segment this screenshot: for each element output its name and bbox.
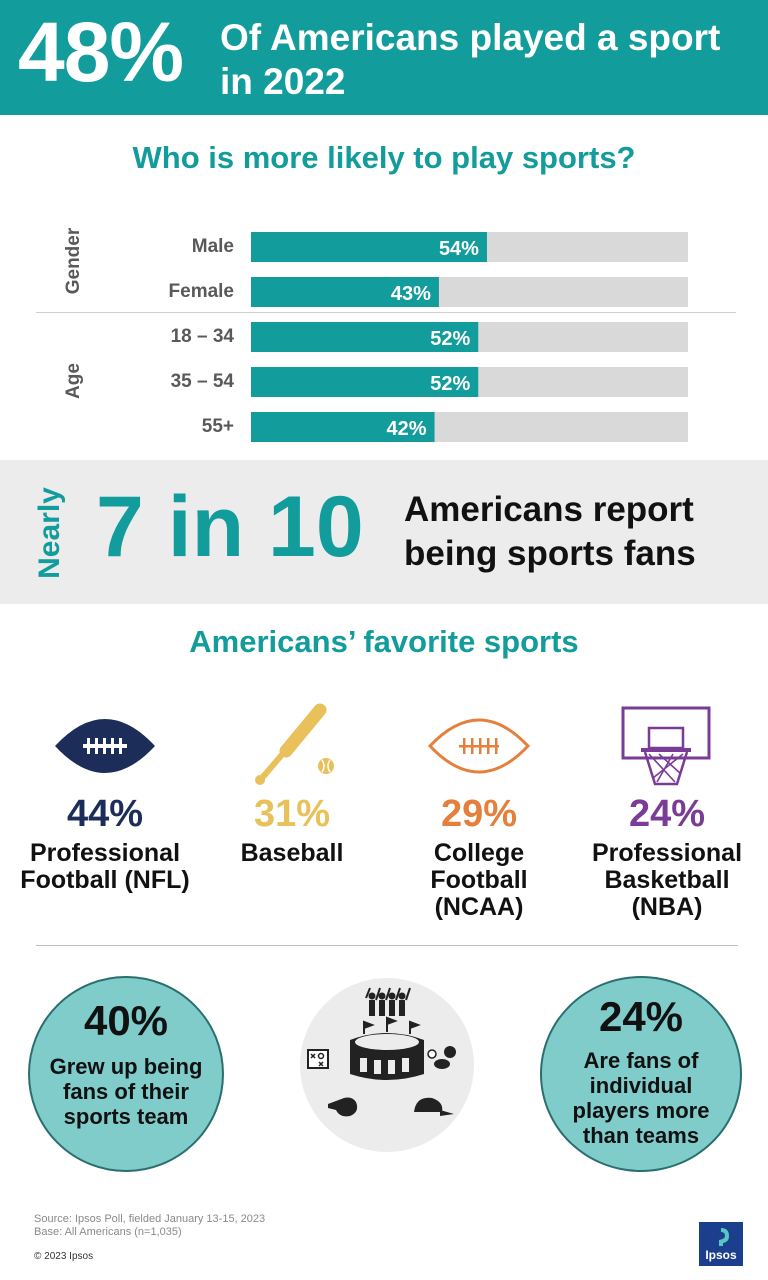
playbook-icon xyxy=(307,1049,329,1069)
favorites-title: Americans’ favorite sports xyxy=(189,624,579,659)
football-icon xyxy=(10,700,200,792)
top-banner: 48% Of Americans played a sport in 2022 xyxy=(0,0,768,115)
category-label: Female xyxy=(169,281,234,302)
sport-name: Professional Basketball (NBA) xyxy=(591,839,743,921)
individual-players-percent: 24% xyxy=(598,993,684,1040)
bar-value-label: 42% xyxy=(387,418,427,440)
banner-text: Of Americans played a sport in 2022 xyxy=(220,17,721,102)
sport-baseball: 31% Baseball xyxy=(197,700,387,867)
category-label: 55+ xyxy=(202,416,234,437)
category-label: Male xyxy=(192,236,234,257)
cap-icon xyxy=(414,1097,454,1116)
fans-ratio: 7 in 10 xyxy=(96,479,364,575)
bar xyxy=(251,322,479,352)
banner-percent: 48% xyxy=(18,5,184,99)
copyright: © 2023 Ipsos xyxy=(34,1251,94,1262)
whistle-icon xyxy=(328,1097,358,1117)
grew-up-fans-circle: 40% Grew up being fans of their sports t… xyxy=(28,976,224,1172)
logo-text: Ipsos xyxy=(705,1248,737,1262)
sport-nba: 24% Professional Basketball (NBA) xyxy=(572,700,762,921)
grew-up-percent: 40% xyxy=(83,997,169,1044)
football-outline-icon xyxy=(384,700,574,792)
bar xyxy=(251,412,435,442)
stadium-illustration xyxy=(300,978,474,1152)
baseball-bat-icon xyxy=(197,700,387,792)
bar-value-label: 52% xyxy=(430,328,470,350)
sport-percent: 24% xyxy=(628,793,706,835)
section-divider xyxy=(36,945,738,946)
stadium-icon xyxy=(350,1016,424,1080)
bar xyxy=(251,277,439,307)
basketball-hoop-icon xyxy=(572,700,762,792)
source-line: Source: Ipsos Poll, fielded January 13-1… xyxy=(34,1213,266,1225)
who-title: Who is more likely to play sports? xyxy=(132,140,636,175)
category-label: 18 – 34 xyxy=(171,326,235,347)
source-note: Source: Ipsos Poll, fielded January 13-1… xyxy=(34,1213,265,1239)
individual-players-text: Are fans of individual players more than… xyxy=(572,1048,710,1148)
fans-text: Americans report being sports fans xyxy=(404,490,696,573)
bar-value-label: 43% xyxy=(391,283,431,305)
nearly-label-wrap: Nearly xyxy=(0,474,100,590)
sport-ncaa: 29% College Football (NCAA) xyxy=(384,700,574,921)
category-label: 35 – 54 xyxy=(171,371,235,392)
sport-percent: 44% xyxy=(66,793,144,835)
group-divider xyxy=(36,312,736,313)
fans-band xyxy=(0,460,768,604)
individual-players-circle: 24% Are fans of individual players more … xyxy=(540,976,742,1172)
nearly-label: Nearly xyxy=(33,487,66,579)
ipsos-logo: Ipsos xyxy=(699,1222,743,1266)
bar-value-label: 54% xyxy=(439,238,479,260)
bar xyxy=(251,367,479,397)
sport-percent: 29% xyxy=(440,793,518,835)
cheering-fans-icon xyxy=(365,987,411,1016)
sport-percent: 31% xyxy=(253,793,331,835)
bar-value-label: 52% xyxy=(430,373,470,395)
base-line: Base: All Americans (n=1,035) xyxy=(34,1226,182,1238)
sport-nfl: 44% Professional Football (NFL) xyxy=(10,700,200,894)
sport-name: Professional Football (NFL) xyxy=(20,839,190,894)
grew-up-text: Grew up being fans of their sports team xyxy=(49,1054,203,1129)
balls-icon xyxy=(427,1046,456,1069)
sport-name: Baseball xyxy=(240,839,344,867)
bar xyxy=(251,232,487,262)
participation-bar-chart: 54% Male 43% Female 52% 18 – 34 52% 35 – 54 42% 5… xyxy=(169,232,688,442)
sport-name: College Football (NCAA) xyxy=(430,839,528,921)
